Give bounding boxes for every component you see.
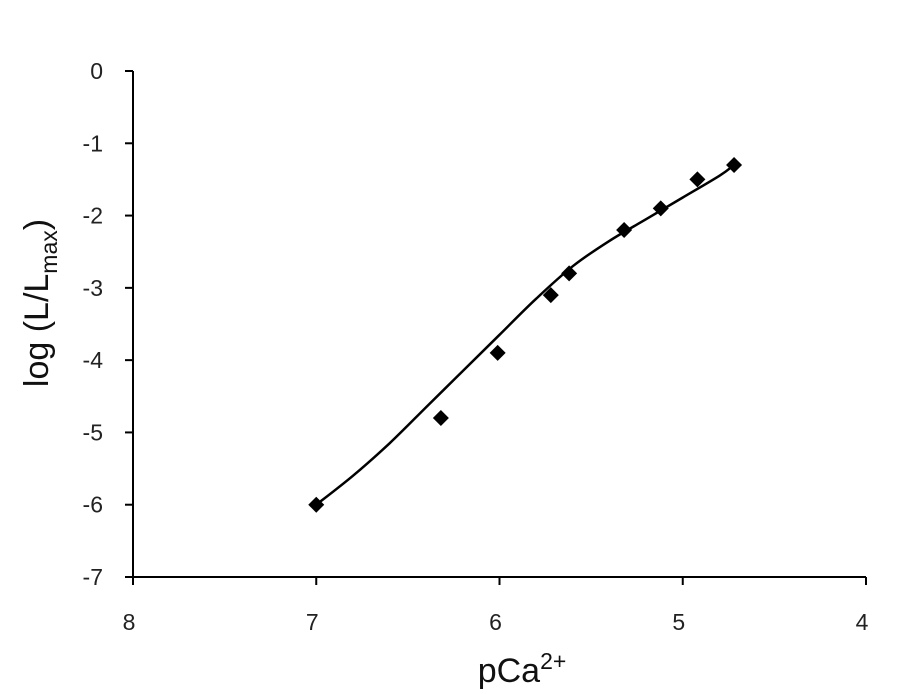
data-point-diamond — [489, 344, 506, 361]
data-point-diamond — [308, 496, 325, 513]
data-points — [308, 156, 743, 513]
x-tick-label: 4 — [856, 609, 869, 635]
y-tick-label: -5 — [83, 419, 103, 445]
y-tick-label: -6 — [83, 492, 103, 518]
data-point-diamond — [652, 200, 669, 217]
data-point-diamond — [542, 287, 559, 304]
axes — [132, 71, 866, 578]
y-tick-label: -1 — [83, 130, 103, 156]
y-axis-title: log (L/Lmax) — [18, 219, 62, 387]
x-axis-title: pCa2+ — [478, 648, 567, 690]
x-axis-title-superscript: 2+ — [540, 648, 566, 674]
y-tick-label: -4 — [83, 347, 104, 373]
fit-curve — [315, 163, 735, 506]
data-point-diamond — [689, 171, 706, 188]
x-tick-label: 6 — [489, 609, 502, 635]
x-tick-label: 8 — [123, 609, 136, 635]
y-tick-label: -3 — [83, 275, 103, 301]
y-axis-title-close: ) — [18, 219, 56, 230]
y-tick-label: 0 — [90, 58, 103, 84]
x-axis-title-main: pCa — [478, 652, 540, 690]
y-tick-label: -7 — [83, 564, 103, 590]
data-point-diamond — [616, 222, 633, 239]
x-tick-label: 7 — [306, 609, 319, 635]
data-point-diamond — [726, 156, 743, 173]
x-tick-label: 5 — [672, 609, 685, 635]
y-tick-label: -2 — [83, 203, 103, 229]
x-ticks: 8 7 6 5 4 — [123, 577, 869, 635]
data-point-diamond — [432, 409, 449, 426]
y-axis-title-subscript: max — [36, 230, 62, 274]
data-point-diamond — [561, 265, 578, 282]
y-axis-title-main: log (L/L — [18, 274, 56, 387]
y-ticks: 0 -1 -2 -3 -4 -5 -6 -7 — [83, 58, 133, 590]
